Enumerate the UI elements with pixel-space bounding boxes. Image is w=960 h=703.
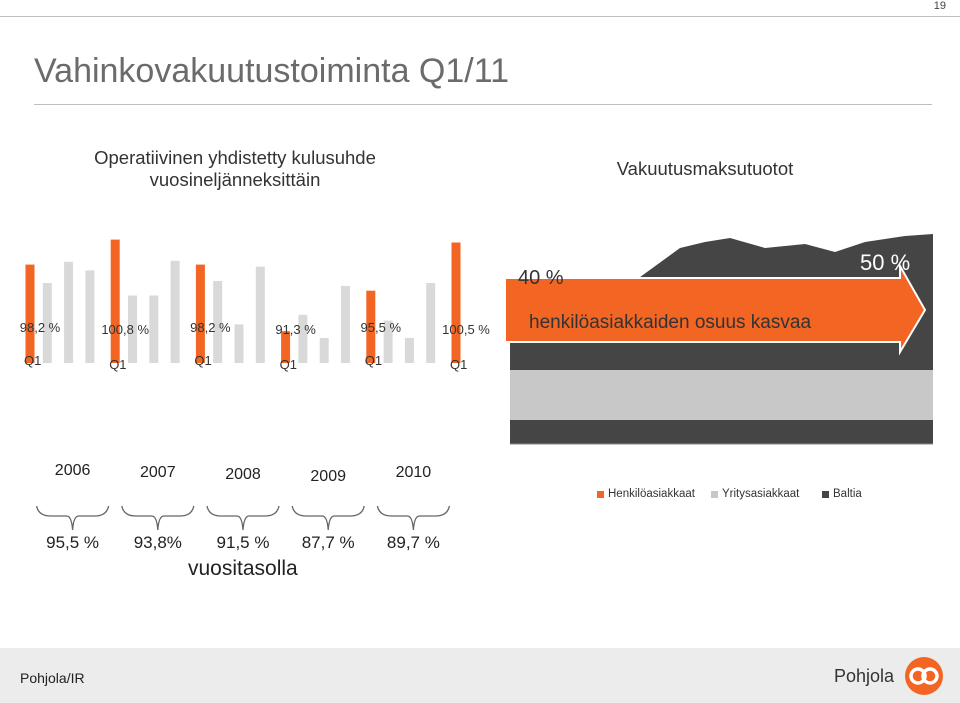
year-braces (35, 505, 451, 531)
growth-arrow (505, 262, 927, 356)
bar-quarter (170, 260, 180, 363)
q1-value-label: 98,2 % (190, 320, 231, 335)
bar-quarter (404, 337, 414, 363)
legend-label: Yritysasiakkaat (722, 488, 800, 500)
left-subtitle-line2: vuosineljänneksittäin (149, 169, 321, 190)
q1-tick-label: Q1 (279, 357, 297, 372)
year-brace (206, 505, 280, 531)
bar-q1 (110, 239, 120, 363)
left-subtitle-line1: Operatiivinen yhdistetty kulusuhde (94, 147, 376, 168)
share-end-label: 50 % (860, 250, 910, 275)
bar-quarter (85, 270, 95, 363)
bar-q1 (451, 242, 461, 363)
area-yritysasiakkaat (510, 370, 933, 420)
annual-value: 93,8% (133, 533, 182, 552)
bar-quarter (234, 324, 244, 363)
q1-value-label: 91,3 % (275, 322, 316, 337)
slide-title: Vahinkovakuutustoiminta Q1/11 (34, 52, 510, 90)
q1-value-label: 95,5 % (360, 320, 402, 335)
bar-q1 (195, 264, 205, 363)
brand-name: Pohjola (834, 666, 895, 686)
year-brace (121, 505, 195, 531)
year-label: 2008 (225, 466, 261, 483)
q1-value-label: 100,8 % (101, 322, 150, 337)
q1-tick-label: Q1 (364, 353, 383, 368)
legend-label: Baltia (833, 488, 862, 500)
q1-tick-label: Q1 (450, 357, 468, 372)
footer-text: Pohjola/IR (20, 670, 85, 686)
footer-bar (0, 648, 960, 703)
q1-tick-label: Q1 (109, 357, 127, 372)
year-label: 2007 (140, 464, 176, 481)
q1-value-label: 100,5 % (442, 322, 490, 337)
annual-value: 89,7 % (386, 533, 440, 552)
page-number: 19 (933, 0, 946, 12)
combined-ratio-bar-chart (25, 239, 461, 364)
legend-swatch-henkiloasiakkaat (597, 490, 604, 498)
bar-quarter (64, 261, 74, 364)
bar-quarter (42, 283, 52, 363)
premium-income-area-chart: 40 % 50 % henkilöasiakkaiden osuus kasva… (505, 234, 933, 445)
area-baltia (510, 420, 933, 444)
bar-q1 (366, 290, 376, 363)
legend-label: Henkilöasiakkaat (608, 488, 695, 500)
bar-quarter (128, 295, 137, 363)
annual-value: 87,7 % (301, 533, 355, 552)
title-divider (34, 104, 932, 105)
annual-value: 95,5 % (46, 533, 100, 552)
year-label: 2006 (54, 462, 91, 479)
year-brace (35, 505, 110, 531)
bar-quarter (341, 285, 350, 363)
year-label: 2010 (395, 464, 432, 481)
arrow-text: henkilöasiakkaiden osuus kasvaa (529, 312, 811, 333)
top-divider (0, 16, 960, 17)
right-chart-subtitle: Vakuutusmaksutuotot (616, 158, 794, 179)
legend-item-yritysasiakkaat: Yritysasiakkaat (711, 488, 799, 500)
annual-caption: vuositasolla (188, 557, 298, 580)
legend-item-henkiloasiakkaat: Henkilöasiakkaat (597, 488, 695, 500)
year-brace (291, 505, 365, 531)
year-label: 2009 (310, 468, 346, 485)
legend-item-baltia: Baltia (822, 488, 862, 500)
bar-quarter (149, 295, 159, 363)
bar-quarter (213, 281, 223, 363)
bar-q1 (281, 331, 291, 363)
bar-q1 (25, 264, 35, 363)
bar-quarter (383, 320, 393, 363)
bar-quarter (319, 337, 329, 363)
bar-quarter (298, 314, 308, 363)
bar-quarter (426, 283, 436, 363)
q1-value-label: 98,2 % (19, 320, 61, 335)
pohjola-logo-icon (905, 657, 943, 695)
legend-swatch-yritysasiakkaat (711, 490, 718, 498)
q1-tick-label: Q1 (24, 353, 42, 368)
q1-tick-label: Q1 (194, 353, 212, 368)
bar-quarter (255, 266, 265, 363)
legend-swatch-baltia (822, 490, 829, 498)
share-start-label: 40 % (518, 267, 564, 289)
year-brace (376, 505, 451, 531)
left-chart-subtitle: Operatiivinen yhdistetty kulusuhde vuosi… (70, 147, 400, 191)
annual-value: 91,5 % (216, 533, 270, 552)
